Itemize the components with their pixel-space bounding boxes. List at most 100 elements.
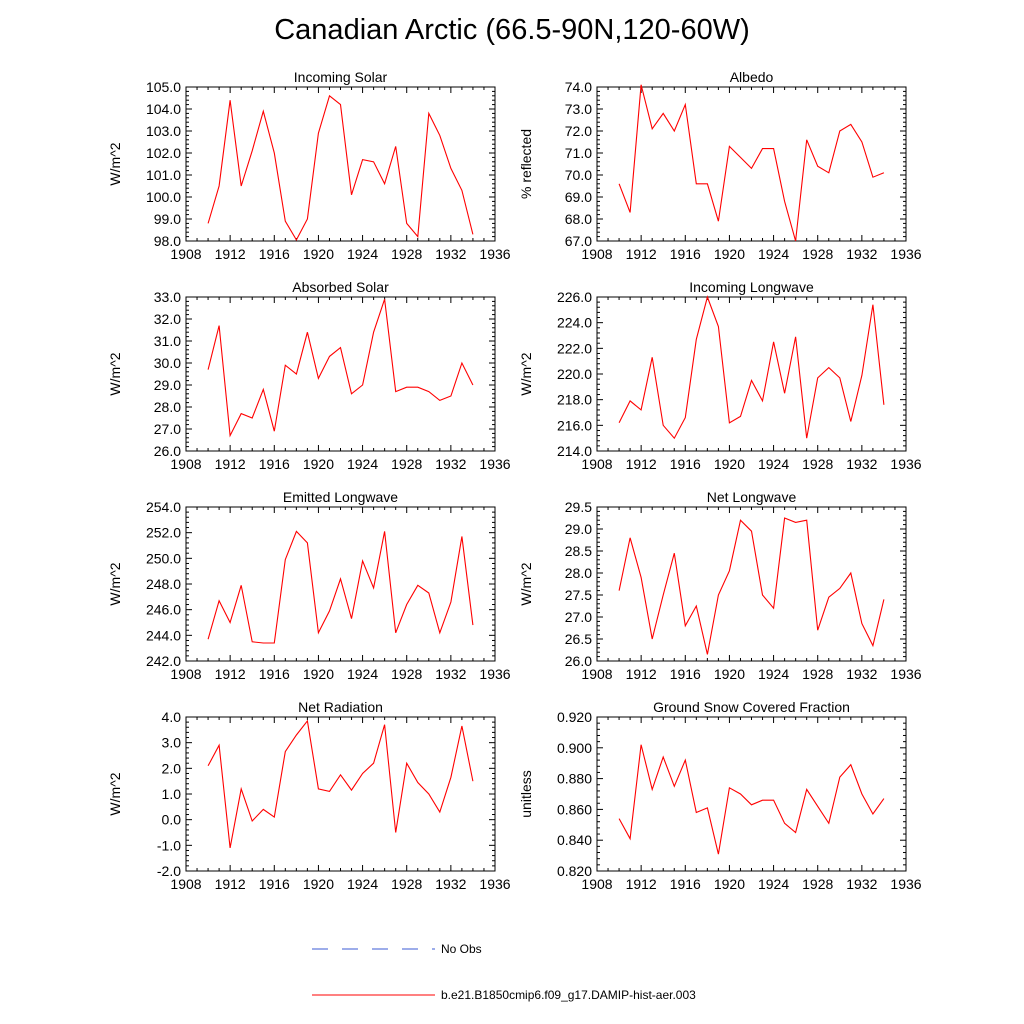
y-tick-label: 250.0	[146, 550, 181, 566]
x-tick-label: 1924	[347, 876, 378, 892]
chart-panel-incoming-longwave: Incoming Longwave W/m^2 1908 1912 1916 1920 19…	[518, 279, 922, 472]
x-tick-label: 1920	[303, 456, 334, 472]
x-tick-label: 1916	[259, 666, 290, 682]
y-tick-label: 27.0	[154, 421, 181, 437]
x-tick-label: 1908	[581, 456, 612, 472]
x-tick-label: 1932	[846, 666, 877, 682]
x-tick-label: 1928	[802, 456, 833, 472]
x-tick-label: 1912	[215, 456, 246, 472]
x-tick-label: 1932	[435, 666, 466, 682]
chart-panel-absorbed-solar: Absorbed Solar W/m^2 1908 1912 1916 1920 1924 1…	[107, 279, 511, 472]
y-tick-label: 105.0	[146, 79, 181, 95]
x-tick-label: 1924	[758, 876, 789, 892]
x-tick-label: 1932	[435, 246, 466, 262]
x-tick-label: 1912	[215, 246, 246, 262]
y-axis-label: unitless	[518, 770, 534, 817]
y-axis-label: W/m^2	[107, 772, 123, 815]
y-tick-label: 98.0	[154, 233, 181, 249]
y-tick-label: 100.0	[146, 189, 181, 205]
y-tick-label: 0.900	[557, 740, 592, 756]
plot-frame	[185, 506, 496, 662]
y-tick-label: 244.0	[146, 627, 181, 643]
x-tick-label: 1936	[890, 246, 921, 262]
x-tick-label: 1936	[890, 876, 921, 892]
chart-panel-incoming-solar: Incoming Solar W/m^2 1908 1912 1916 1920 1924 1…	[107, 69, 511, 262]
y-tick-label: 103.0	[146, 123, 181, 139]
y-tick-label: 0.880	[557, 771, 592, 787]
chart-title: Albedo	[730, 69, 774, 85]
x-tick-label: 1916	[670, 666, 701, 682]
chart-title: Absorbed Solar	[292, 279, 389, 295]
x-tick-label: 1924	[347, 666, 378, 682]
y-tick-label: 3.0	[162, 735, 182, 751]
series-line-albedo	[618, 84, 885, 242]
x-tick-label: 1920	[714, 666, 745, 682]
x-tick-label: 1920	[714, 876, 745, 892]
x-tick-label: 1908	[170, 456, 201, 472]
x-tick-label: 1928	[391, 876, 422, 892]
x-tick-label: 1924	[758, 456, 789, 472]
series-line-emitted-longwave	[207, 530, 474, 644]
x-tick-label: 1912	[626, 666, 657, 682]
x-tick-label: 1928	[802, 666, 833, 682]
x-tick-label: 1912	[215, 666, 246, 682]
y-axis-label: W/m^2	[107, 352, 123, 395]
y-tick-label: 0.840	[557, 832, 592, 848]
y-axis-label: W/m^2	[518, 352, 534, 395]
x-tick-label: 1916	[259, 246, 290, 262]
x-tick-label: 1932	[846, 246, 877, 262]
y-tick-label: 246.0	[146, 602, 181, 618]
y-tick-label: 99.0	[154, 211, 181, 227]
x-tick-label: 1908	[581, 876, 612, 892]
x-tick-label: 1916	[259, 876, 290, 892]
page-title: Canadian Arctic (66.5-90N,120-60W)	[274, 14, 750, 46]
x-tick-label: 1920	[714, 456, 745, 472]
plot-frame	[185, 296, 496, 452]
x-tick-label: 1932	[435, 876, 466, 892]
y-tick-label: 102.0	[146, 145, 181, 161]
x-tick-label: 1932	[846, 456, 877, 472]
y-tick-label: 27.0	[565, 609, 592, 625]
y-tick-label: 248.0	[146, 576, 181, 592]
plot-frame	[185, 716, 496, 872]
x-tick-label: 1932	[846, 876, 877, 892]
y-tick-label: 73.0	[565, 101, 592, 117]
y-tick-label: 28.0	[154, 399, 181, 415]
plot-frame	[596, 506, 907, 662]
y-tick-label: 29.0	[154, 377, 181, 393]
y-tick-label: 224.0	[557, 315, 592, 331]
chart-panel-albedo: Albedo % reflected 1908 1912 1916 1920 1924 192…	[518, 69, 922, 262]
x-tick-label: 1912	[626, 456, 657, 472]
chart-title: Incoming Solar	[294, 69, 388, 85]
x-tick-label: 1908	[170, 876, 201, 892]
chart-title: Incoming Longwave	[689, 279, 814, 295]
series-line-net-longwave	[618, 517, 885, 655]
y-axis-label: W/m^2	[518, 562, 534, 605]
y-tick-label: 30.0	[154, 355, 181, 371]
x-tick-label: 1936	[479, 876, 510, 892]
series-line-ground-snow-covered-fraction	[618, 744, 885, 855]
y-tick-label: 214.0	[557, 443, 592, 459]
plot-frame	[596, 296, 907, 452]
y-axis-label: W/m^2	[107, 142, 123, 185]
x-tick-label: 1912	[215, 876, 246, 892]
chart-title: Net Radiation	[298, 699, 383, 715]
y-tick-label: 71.0	[565, 145, 592, 161]
x-tick-label: 1916	[259, 456, 290, 472]
y-tick-label: 31.0	[154, 333, 181, 349]
x-tick-label: 1936	[890, 456, 921, 472]
x-tick-label: 1912	[626, 246, 657, 262]
x-tick-label: 1908	[581, 666, 612, 682]
x-tick-label: 1916	[670, 876, 701, 892]
y-axis-label: W/m^2	[107, 562, 123, 605]
y-tick-label: 68.0	[565, 211, 592, 227]
y-tick-label: -2.0	[157, 863, 181, 879]
y-tick-label: 218.0	[557, 392, 592, 408]
chart-panel-emitted-longwave: Emitted Longwave W/m^2 1908 1912 1916 1920 192…	[107, 489, 511, 682]
y-tick-label: 27.5	[565, 587, 592, 603]
y-tick-label: 254.0	[146, 499, 181, 515]
y-tick-label: 104.0	[146, 101, 181, 117]
chart-panel-ground-snow-covered-fraction: Ground Snow Covered Fraction unitless 1908…	[518, 699, 922, 892]
x-tick-label: 1936	[479, 246, 510, 262]
